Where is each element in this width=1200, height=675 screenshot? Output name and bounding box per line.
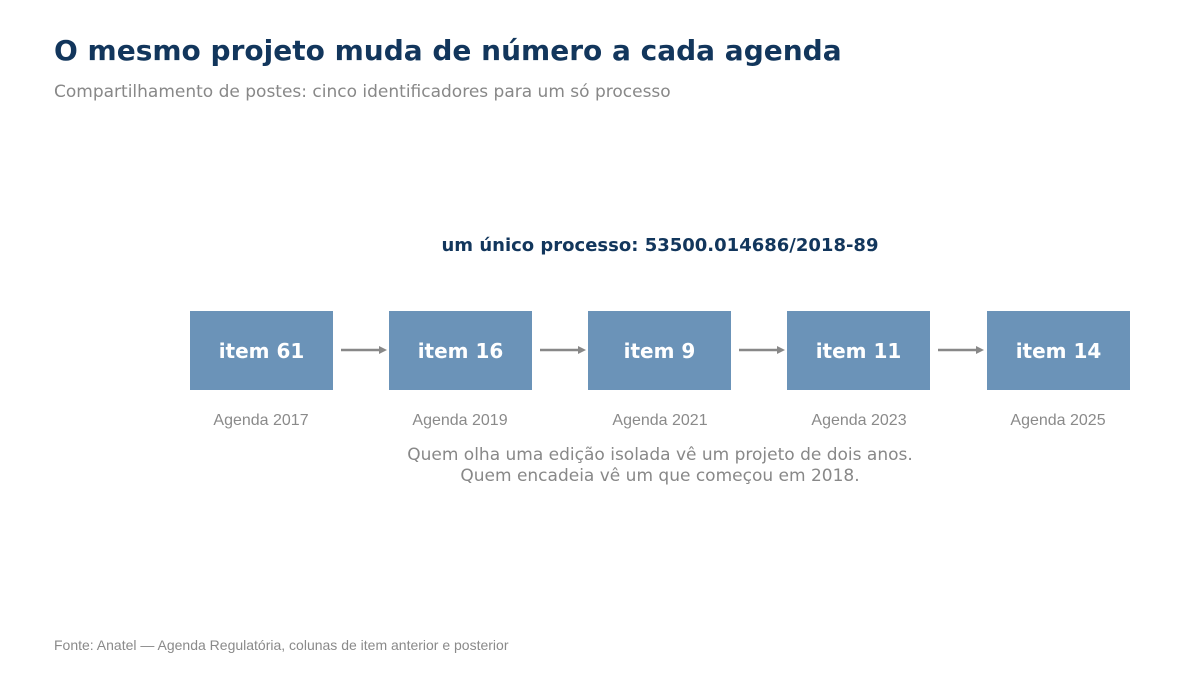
step-box-1: item 61 <box>190 311 333 390</box>
arrow-icon-2 <box>540 346 586 354</box>
step-box-5: item 14 <box>987 311 1130 390</box>
step-box-3: item 9 <box>588 311 731 390</box>
agenda-label-5: Agenda 2025 <box>1010 412 1106 429</box>
agenda-label-3: Agenda 2021 <box>612 412 708 429</box>
step-box-2: item 16 <box>389 311 532 390</box>
process-label: um único processo: 53500.014686/2018-89 <box>441 235 879 256</box>
agenda-label-2: Agenda 2019 <box>412 412 508 429</box>
page-title: O mesmo projeto muda de número a cada ag… <box>54 34 842 67</box>
arrow-icon-4 <box>938 346 984 354</box>
arrow-icon-3 <box>739 346 785 354</box>
explanatory-note: Quem olha uma edição isolada vê um proje… <box>0 445 1200 487</box>
source-note: Fonte: Anatel — Agenda Regulatória, colu… <box>54 637 509 653</box>
note-line-1: Quem olha uma edição isolada vê um proje… <box>407 445 913 465</box>
arrow-icon-1 <box>341 346 387 354</box>
agenda-label-4: Agenda 2023 <box>811 412 907 429</box>
page-subtitle: Compartilhamento de postes: cinco identi… <box>54 82 671 102</box>
step-box-4: item 11 <box>787 311 930 390</box>
agenda-label-1: Agenda 2017 <box>213 412 309 429</box>
note-line-2: Quem encadeia vê um que começou em 2018. <box>460 466 860 486</box>
